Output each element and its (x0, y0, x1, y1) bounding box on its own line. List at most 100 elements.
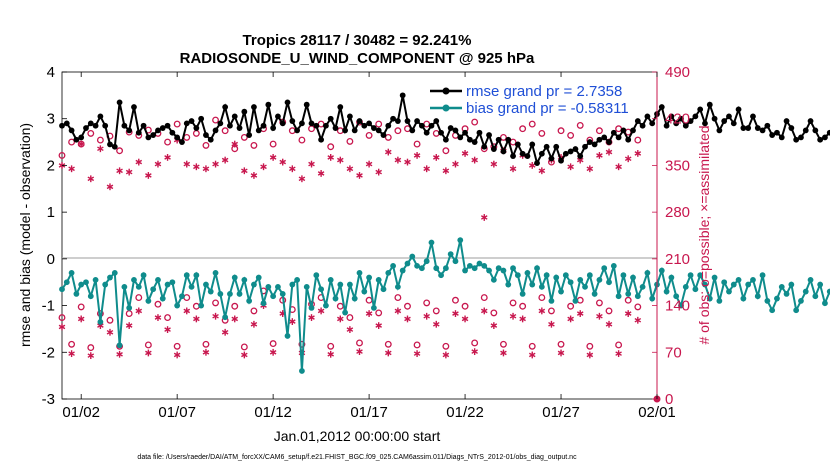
obs_assimilated_lower-marker (337, 315, 344, 323)
rmse-point (505, 136, 512, 143)
bias-point (126, 305, 133, 311)
legend-bias-marker (442, 104, 450, 112)
obs_assimilated_lower-marker (250, 320, 258, 328)
rmse-point (807, 118, 814, 124)
obs_assimilated_upper-marker (87, 175, 95, 183)
obs_possible_lower-marker (164, 314, 172, 322)
obs_possible_upper-marker (68, 138, 76, 146)
rmse-point (323, 122, 329, 129)
rmse-point (212, 127, 219, 134)
legend-rmse-marker (442, 87, 450, 95)
bias-point (131, 276, 137, 283)
obs_assimilated_upper-marker (624, 155, 632, 163)
bias-point (318, 286, 325, 293)
rmse-point (610, 129, 617, 136)
rmse-point (783, 118, 790, 124)
bias-point (682, 283, 689, 290)
bias-point (524, 269, 531, 276)
obs_possible_lower-marker (480, 294, 488, 302)
obs_possible_upper-marker (221, 127, 229, 135)
obs_assimilated_lower-marker (528, 351, 536, 359)
bias-point (361, 288, 368, 295)
obs_assimilated_lower-marker (116, 350, 123, 358)
obs_possible_lower-marker (135, 294, 143, 302)
obs_assimilated_lower-marker (519, 315, 526, 323)
bias-point (107, 274, 113, 281)
bias-point (375, 276, 382, 283)
obs_possible_upper-marker (87, 129, 95, 137)
obs_assimilated_lower-marker (404, 315, 411, 323)
bias-point (246, 298, 253, 304)
bias-point (769, 307, 776, 314)
bias-point (697, 272, 704, 279)
obs_possible_upper-marker (58, 151, 66, 159)
obs_possible_lower-marker (500, 340, 507, 348)
bias-point (423, 258, 430, 265)
rmse-point (630, 127, 636, 134)
rmse-point (399, 92, 406, 99)
rmse-point (668, 113, 675, 120)
obs_possible_lower-marker (375, 309, 383, 317)
obs_assimilated_upper-marker (384, 148, 392, 156)
obs_possible_lower-marker (87, 344, 95, 352)
rmse-point (822, 134, 828, 141)
bias-point (735, 276, 742, 283)
bias-point (764, 298, 771, 304)
bias-point (812, 293, 819, 300)
x-tick-label: 01/22 (446, 404, 484, 421)
rmse-point (207, 136, 214, 143)
obs_assimilated_upper-marker (480, 214, 488, 221)
rmse-point (596, 136, 603, 143)
obs_assimilated_upper-marker (77, 140, 85, 148)
obs_possible_upper-marker (250, 141, 258, 149)
rmse-point (663, 122, 670, 129)
y2-axis-label: # of obs: o=possible; ×=assimilated (696, 125, 712, 344)
rmse-point (260, 122, 267, 129)
bias-point (169, 279, 176, 286)
rmse-point (586, 139, 593, 145)
bias-point (538, 283, 545, 290)
rmse-point (802, 127, 809, 134)
rmse-point (418, 122, 425, 129)
obs_assimilated_upper-marker (327, 154, 335, 161)
obs_assimilated_upper-marker (145, 172, 152, 179)
obs_possible_lower-marker (413, 341, 421, 349)
rmse-point (558, 157, 564, 164)
obs_possible_lower-marker (605, 307, 613, 315)
rmse-point (255, 127, 262, 134)
bias-point (323, 302, 329, 309)
bias-point (692, 286, 699, 293)
y2-tick-label: 210 (665, 251, 690, 268)
obs_assimilated_lower-marker (183, 307, 191, 315)
bias-point (591, 290, 598, 297)
bias-point (59, 286, 65, 293)
rmse-point (524, 153, 531, 159)
rmse-point (500, 148, 507, 155)
rmse-point (606, 139, 612, 145)
bias-point (639, 283, 646, 290)
obs_assimilated_upper-marker (356, 172, 363, 179)
obs_possible_upper-marker (327, 143, 335, 151)
obs_assimilated_lower-marker (423, 312, 430, 320)
bias-point (740, 295, 747, 302)
rmse-point (236, 125, 243, 131)
x-tick-label: 01/17 (350, 404, 388, 421)
ticks-layer: -3 -2 -1 0 1 2 3 4 0 70 140 210 280 350 420 490 01/02 01/… (42, 64, 690, 421)
bias-point (332, 295, 339, 302)
bias-point (188, 283, 195, 290)
obs_assimilated_lower-marker (586, 351, 594, 359)
rmse-point (270, 125, 277, 131)
rmse-point (601, 134, 608, 141)
bias-point (279, 290, 286, 297)
bias-point (620, 272, 627, 279)
obs_assimilated_lower-marker (432, 320, 440, 328)
obs_assimilated_upper-marker (97, 145, 104, 153)
rmse-point (620, 127, 627, 134)
rmse-point (793, 136, 800, 143)
bias-point (313, 272, 320, 279)
bias-point (438, 272, 444, 279)
y-tick-label: 0 (47, 251, 55, 268)
obs_possible_lower-marker (432, 307, 440, 315)
rmse-point (251, 104, 257, 110)
bias-point (145, 298, 152, 304)
